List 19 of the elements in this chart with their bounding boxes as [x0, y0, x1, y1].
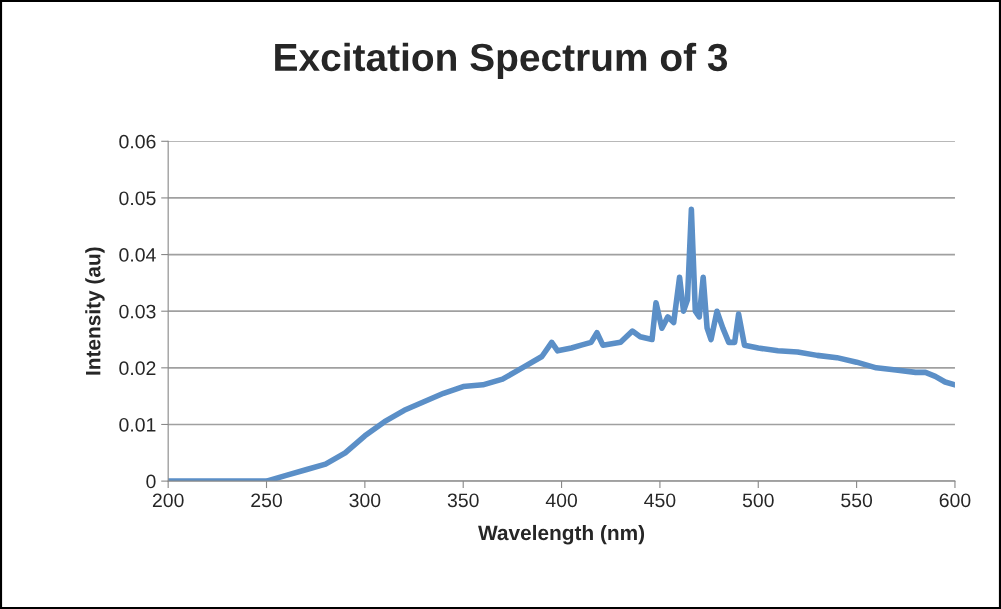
- y-tick-label: 0.05: [119, 191, 156, 206]
- x-tick-label: 450: [644, 493, 676, 508]
- x-axis-title: Wavelength (nm): [478, 524, 645, 545]
- x-tick-label: 300: [349, 493, 381, 508]
- x-tick-label: 550: [841, 493, 873, 508]
- y-axis-title: Intensity (au): [85, 247, 105, 375]
- y-tick-label: 0.06: [119, 134, 156, 149]
- y-tick-label: 0.01: [119, 417, 156, 432]
- y-tick-label: 0.02: [119, 361, 156, 376]
- x-tick-label: 200: [152, 493, 184, 508]
- chart-title: Excitation Spectrum of 3: [275, 42, 728, 79]
- x-tick-label: 500: [742, 493, 774, 508]
- y-tick-label: 0: [146, 474, 156, 489]
- x-tick-label: 350: [447, 493, 479, 508]
- y-tick-label: 0.03: [119, 304, 156, 319]
- x-tick-label: 600: [939, 493, 971, 508]
- x-tick-label: 250: [251, 493, 282, 508]
- x-tick-label: 400: [545, 493, 578, 508]
- y-tick-label: 0.04: [119, 248, 156, 262]
